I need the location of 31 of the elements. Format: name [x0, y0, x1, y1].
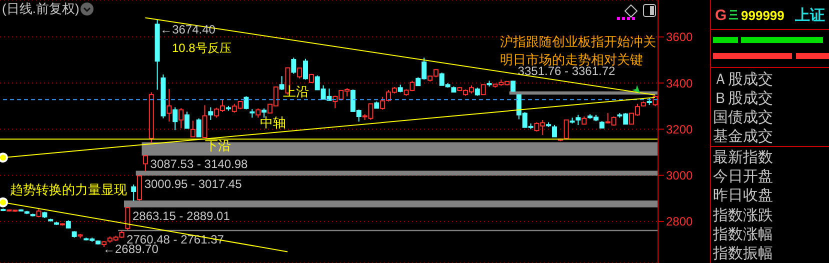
- text: 国债成交: [713, 109, 773, 126]
- text: 昨日收盘: [713, 187, 773, 204]
- annotation: ←3674.40: [160, 22, 216, 37]
- y-tick-label: 3600: [666, 30, 694, 44]
- text: G: [715, 7, 727, 24]
- annotation: 下沿: [205, 138, 231, 153]
- text: Ａ股成交: [713, 71, 773, 88]
- text: 999999: [741, 8, 784, 23]
- annotation: 上沿: [283, 84, 309, 99]
- band-label: 2863.15 - 2889.01: [132, 208, 230, 223]
- text: 指数涨幅: [712, 226, 773, 243]
- y-tick-label: 3200: [666, 122, 694, 136]
- annotation: 明日市场的走势相对关键: [500, 52, 643, 67]
- text: 指数涨跌: [712, 207, 773, 224]
- chart-title: (日线.前复权): [2, 1, 80, 16]
- text: 基金成交: [713, 128, 773, 145]
- band-label: 3000.95 - 3017.45: [144, 177, 242, 192]
- y-tick-label: 3400: [666, 76, 694, 90]
- annotation: 10.8号反压: [172, 41, 232, 55]
- band-label: 3087.53 - 3140.98: [150, 157, 248, 172]
- text: 指数振幅: [712, 245, 773, 262]
- y-tick-label: 2800: [666, 214, 694, 229]
- annotation: 趋势转换的力量显现: [10, 182, 127, 197]
- annotation: 沪指跟随创业板指开始冲关: [500, 34, 656, 49]
- text: 上证: [794, 7, 825, 24]
- annotation: 中轴: [260, 115, 286, 130]
- y-tick-label: 3000: [666, 168, 694, 183]
- annotation: ←2689.70: [103, 242, 159, 256]
- text: Ｂ股成交: [713, 90, 773, 107]
- text: 最新指数: [713, 149, 773, 166]
- text: 今日开盘: [713, 168, 773, 185]
